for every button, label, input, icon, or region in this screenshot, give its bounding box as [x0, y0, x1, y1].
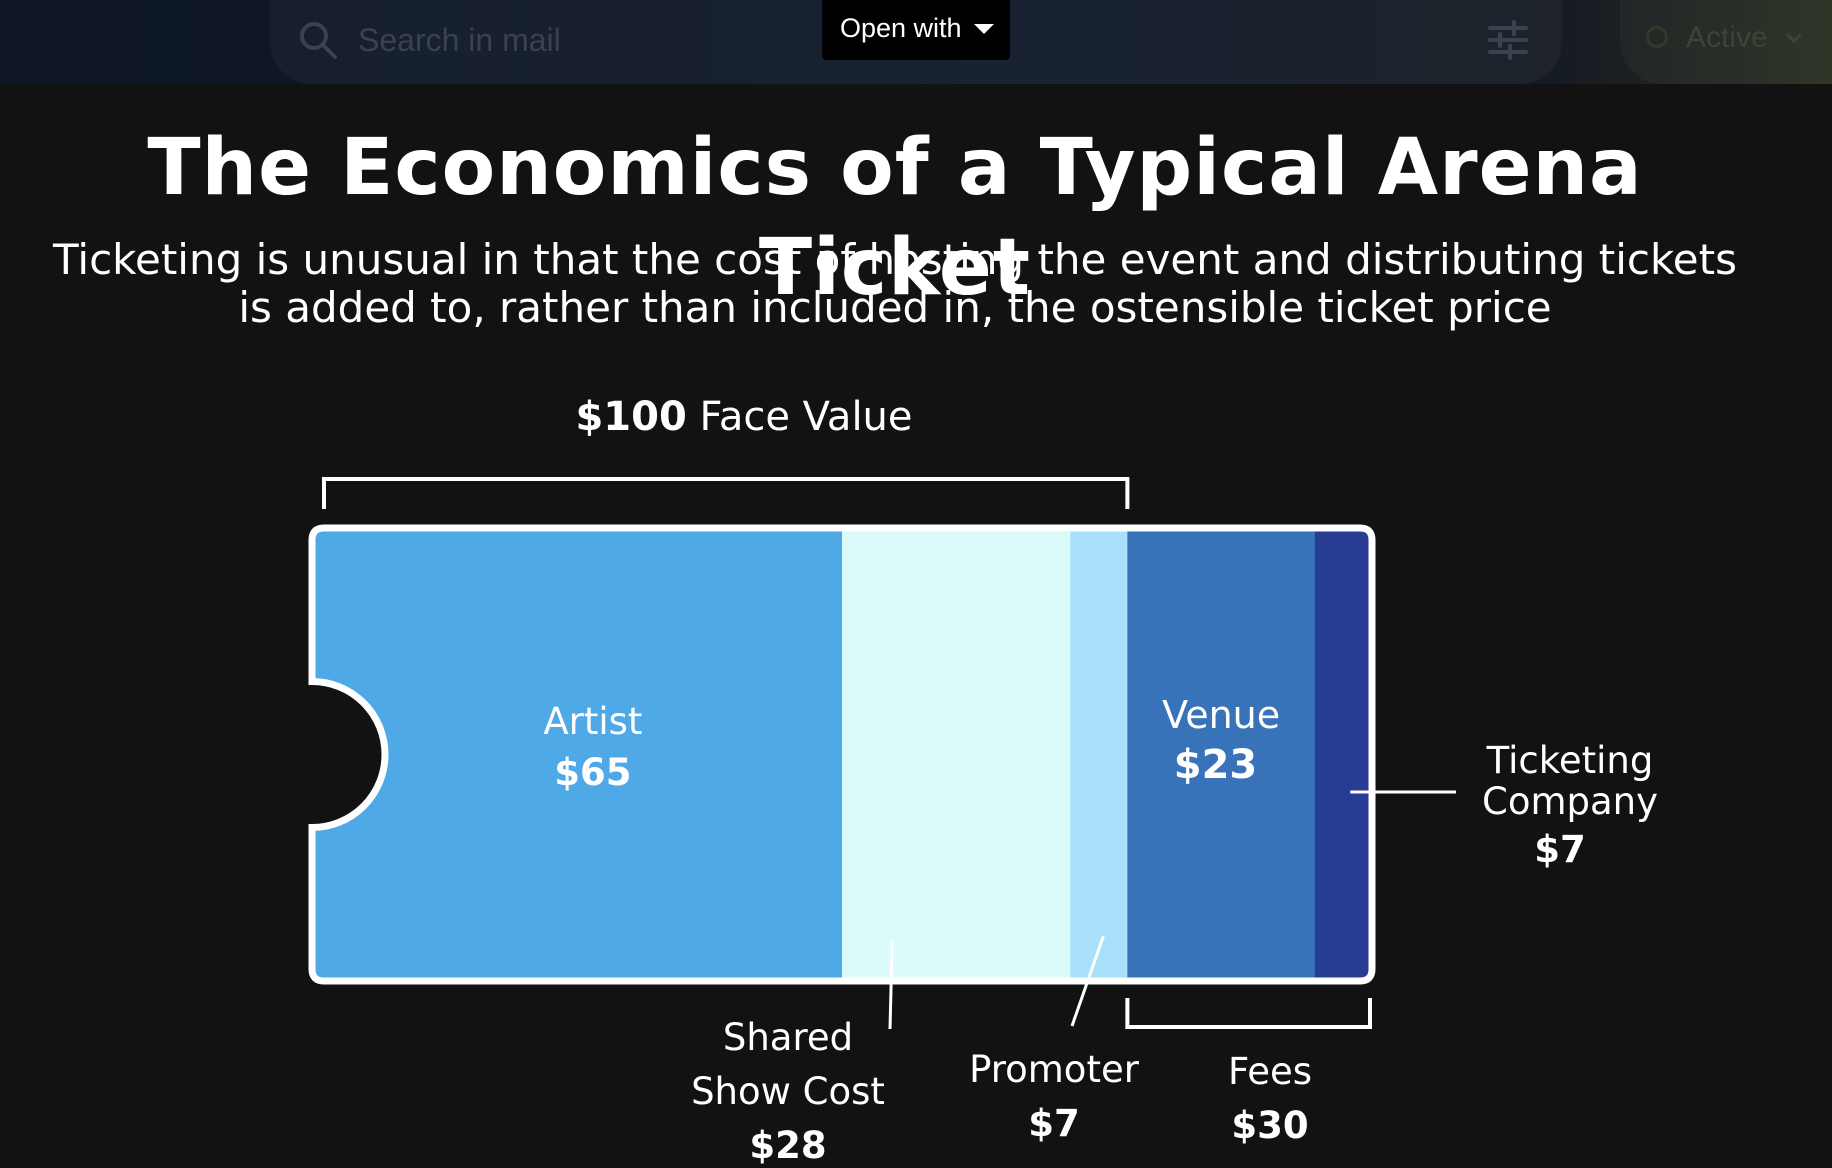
segment-label-shared-show-cost-line2: Show Cost	[691, 1070, 885, 1113]
group-label-fees: Fees	[1228, 1050, 1312, 1093]
leader-shared-show-cost	[888, 939, 894, 1030]
status-dot-icon	[1646, 26, 1668, 48]
ticket-outline	[308, 524, 1376, 985]
segment-label-shared-show-cost-line1: Shared	[723, 1016, 853, 1059]
segment-label-artist: Artist	[543, 700, 642, 743]
bracket-face-value	[322, 477, 1130, 509]
segment-label-venue: Venue	[1162, 693, 1280, 737]
caret-down-icon	[974, 24, 994, 34]
segment-label-promoter: Promoter	[969, 1048, 1140, 1091]
segment-value-shared-show-cost: $28	[749, 1124, 826, 1167]
group-value-fees: $30	[1231, 1104, 1308, 1147]
segment-artist	[312, 528, 843, 981]
segment-value-venue: $23	[1174, 742, 1258, 788]
segment-label-ticketing-company-line1: Ticketing	[1486, 739, 1654, 782]
segment-promoter	[1070, 528, 1128, 981]
segment-venue	[1127, 528, 1316, 981]
chart-subtitle: Ticketing is unusual in that the cost of…	[53, 235, 1737, 332]
chevron-down-icon[interactable]	[1784, 28, 1804, 48]
status-label[interactable]: Active	[1686, 21, 1768, 54]
leader-promoter	[1070, 935, 1105, 1027]
open-with-label: Open with	[840, 13, 962, 43]
chart-title: The Economics of a Typical Arena Ticket	[147, 123, 1643, 313]
bracket-fees	[1125, 998, 1372, 1029]
segment-shared-show-cost	[842, 528, 1071, 981]
group-label-face-value: $100 Face Value	[575, 394, 912, 440]
search-icon[interactable]	[296, 18, 340, 62]
segment-ticketing-company	[1314, 528, 1372, 981]
segment-value-ticketing-company: $7	[1534, 828, 1586, 871]
open-with-button[interactable]: Open with	[822, 0, 1010, 60]
segment-label-ticketing-company-line2: Company	[1482, 780, 1658, 823]
search-input[interactable]: Search in mail	[358, 22, 561, 58]
segment-value-promoter: $7	[1028, 1102, 1080, 1145]
filter-options-icon[interactable]	[1484, 16, 1532, 64]
segment-value-artist: $65	[554, 751, 631, 794]
